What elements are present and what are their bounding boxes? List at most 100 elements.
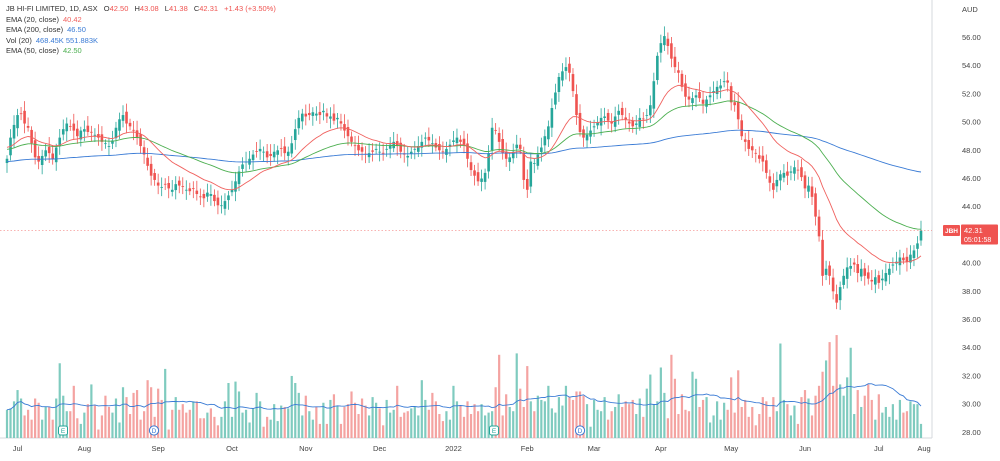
x-tick-label: Nov (299, 444, 313, 453)
volume-bar (51, 419, 54, 438)
candle-body (592, 126, 596, 128)
candle-body (142, 147, 146, 155)
candle-body (866, 272, 870, 279)
volume-bar (807, 398, 810, 438)
volume-bar (378, 408, 381, 438)
volume-bar (406, 411, 409, 438)
candle-body (111, 140, 114, 144)
candle-body (596, 122, 599, 126)
volume-bar (143, 411, 146, 438)
candle-body (174, 184, 178, 191)
legend-volume[interactable]: Vol (20) 468.45K 551.883K (6, 36, 276, 47)
candle-body (775, 179, 779, 187)
y-tick-label: 28.00 (962, 428, 981, 437)
candle-body (779, 174, 782, 181)
volume-bar (135, 390, 139, 438)
candle-body (550, 108, 554, 128)
volume-bar (853, 414, 856, 438)
y-tick-label: 52.00 (962, 89, 981, 98)
candle-body (156, 182, 160, 186)
volume-bar (638, 398, 641, 438)
candle-body (888, 268, 891, 275)
volume-bar (642, 416, 645, 438)
volume-bar (311, 419, 314, 438)
candle-body (757, 155, 761, 159)
candle-body (515, 144, 519, 149)
price-tag-bg[interactable] (961, 224, 998, 245)
legend-ema50-value: 42.50 (62, 46, 82, 55)
candle-body (97, 134, 100, 138)
candle-body (163, 183, 167, 185)
candle-body (279, 148, 283, 149)
candle-body (26, 125, 30, 128)
volume-bar (360, 398, 364, 438)
volume-bar (266, 416, 269, 438)
volume-bar (12, 401, 16, 438)
candle-body (656, 55, 659, 81)
volume-bar (856, 390, 859, 438)
volume-bar (849, 347, 852, 438)
candle-body (374, 148, 378, 150)
legend-ema50[interactable]: EMA (50, close) 42.50 (6, 46, 276, 57)
candle-body (406, 155, 410, 158)
volume-bar (708, 422, 712, 438)
volume-bar (157, 388, 160, 438)
volume-bar (125, 397, 128, 438)
candle-body (487, 153, 490, 172)
candle-body (466, 143, 469, 159)
volume-bar (195, 401, 198, 438)
volume-bar (596, 409, 599, 438)
symbol-name[interactable]: JB HI-FI LIMITED, 1D, ASX (6, 4, 98, 13)
volume-bar (649, 374, 652, 438)
legend-ema20[interactable]: EMA (20, close) 40.42 (6, 15, 276, 26)
candle-body (315, 113, 318, 116)
candle-body (385, 148, 388, 150)
volume-bar (308, 411, 311, 438)
candle-body (909, 254, 912, 263)
volume-bar (589, 426, 592, 438)
volume-bar (276, 421, 279, 438)
candle-body (529, 161, 533, 187)
volume-bar (23, 415, 26, 438)
volume-bar (775, 411, 778, 438)
volume-bar (737, 370, 740, 438)
volume-bar (508, 406, 511, 438)
legend-volume-label: Vol (20) (6, 35, 32, 45)
dividend-marker[interactable] (574, 425, 586, 436)
earnings-marker[interactable] (489, 425, 499, 436)
volume-bar (519, 388, 522, 438)
candle-body (199, 196, 202, 198)
x-tick-label: Sep (151, 444, 164, 453)
candle-body (663, 36, 666, 46)
x-tick-label: Feb (521, 444, 534, 453)
volume-bar (65, 411, 68, 438)
candle-body (206, 192, 209, 197)
volume-bar (364, 405, 367, 438)
candle-body (856, 264, 860, 274)
candle-body (371, 150, 374, 152)
volume-bar (171, 409, 174, 438)
candle-body (789, 171, 793, 173)
legend-ema50-label: EMA (50, close) (6, 46, 59, 55)
volume-bar (241, 412, 244, 438)
volume-bar (325, 423, 328, 438)
candle-body (722, 81, 726, 83)
volume-bar (329, 399, 332, 438)
x-tick-label: 2022 (445, 444, 462, 453)
candle-body (497, 133, 501, 142)
legend-ema200[interactable]: EMA (200, close) 46.50 (6, 25, 276, 36)
volume-bar (111, 412, 114, 438)
candle-body (842, 275, 845, 285)
volume-bar (515, 353, 518, 438)
volume-bar (128, 414, 132, 438)
candle-body (518, 144, 522, 149)
volume-bar (69, 411, 72, 438)
dividend-marker[interactable] (148, 425, 160, 436)
legend-ema20-label: EMA (20, close) (6, 14, 59, 24)
volume-bar (803, 390, 807, 438)
volume-bar (237, 391, 241, 438)
earnings-marker[interactable] (58, 425, 68, 436)
candle-body (891, 264, 895, 266)
candle-body (874, 277, 877, 285)
